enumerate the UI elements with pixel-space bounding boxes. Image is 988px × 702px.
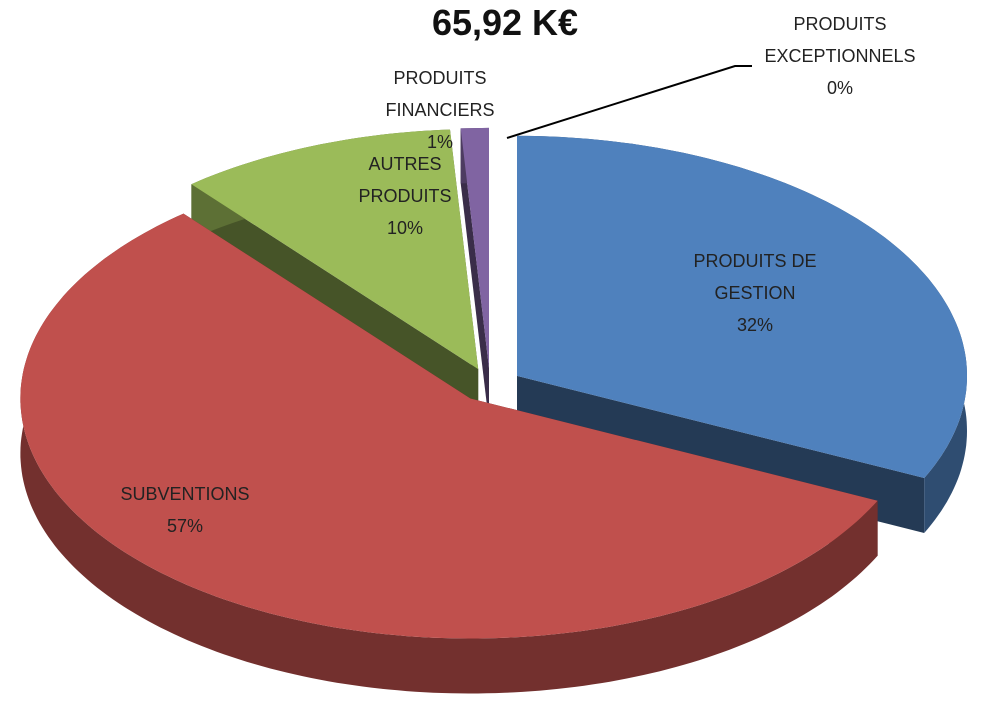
- slice-value: 10%: [386, 218, 424, 238]
- slice: [517, 135, 967, 478]
- leader-line: [506, 65, 752, 139]
- slice: [460, 127, 489, 368]
- slice: [191, 129, 479, 370]
- slice-label: AUTRES PRODUITS: [358, 154, 452, 206]
- slice-value: 1%: [426, 132, 453, 152]
- slice-label: SUBVENTIONS: [120, 484, 250, 504]
- slice: [20, 213, 878, 639]
- slice-value: 57%: [166, 516, 204, 536]
- chart-title: 65,92 K€: [431, 2, 579, 43]
- slice-value: 32%: [736, 315, 774, 335]
- slice-side: [460, 128, 489, 423]
- slice-label: PRODUITS FINANCIERS: [385, 68, 495, 120]
- slice-value: 0%: [826, 78, 853, 98]
- slice-label: PRODUITS EXCEPTIONNELS: [764, 14, 916, 66]
- slice-label: PRODUITS DE GESTION: [693, 251, 817, 303]
